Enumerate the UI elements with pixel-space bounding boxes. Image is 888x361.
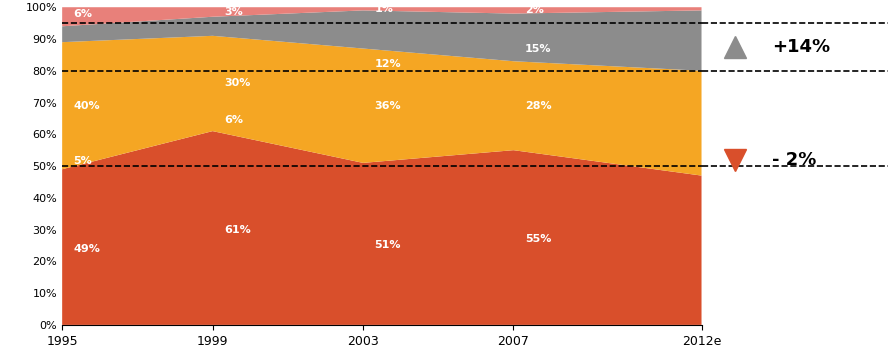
Text: 28%: 28% <box>525 101 551 111</box>
Text: 3%: 3% <box>224 7 242 17</box>
Text: 12%: 12% <box>375 60 401 69</box>
Text: 19%: 19% <box>713 34 740 44</box>
Text: 2%: 2% <box>525 5 543 16</box>
Text: 30%: 30% <box>224 78 250 88</box>
Text: 15%: 15% <box>525 44 551 53</box>
Text: +14%: +14% <box>773 38 830 56</box>
Text: 55%: 55% <box>525 234 551 244</box>
Text: 1%: 1% <box>375 4 393 14</box>
Text: 6%: 6% <box>74 9 92 18</box>
Text: 51%: 51% <box>375 240 400 251</box>
Text: 49%: 49% <box>74 244 100 254</box>
Text: 47%: 47% <box>713 247 740 257</box>
Text: - 2%: - 2% <box>773 151 817 169</box>
Text: 33%: 33% <box>713 117 739 127</box>
Text: 36%: 36% <box>375 101 401 111</box>
Text: 40%: 40% <box>74 101 100 111</box>
Text: 6%: 6% <box>224 115 243 125</box>
Text: 61%: 61% <box>224 225 250 235</box>
Text: 1%: 1% <box>713 4 732 14</box>
Text: 5%: 5% <box>74 156 92 166</box>
